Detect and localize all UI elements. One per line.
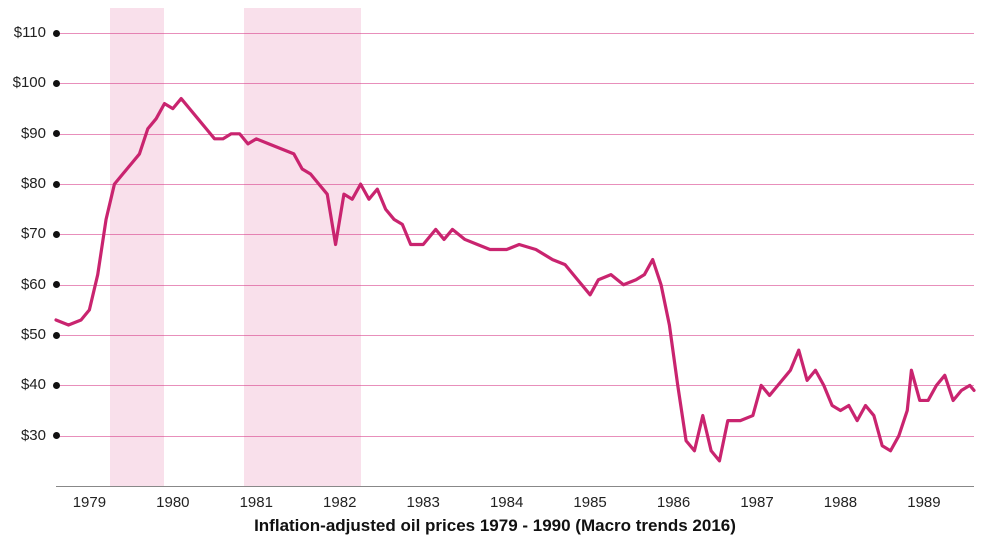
y-axis-label: $100 (13, 74, 46, 91)
y-axis-label: $40 (21, 376, 46, 393)
x-axis-label: 1983 (407, 486, 440, 511)
x-axis-label: 1987 (740, 486, 773, 511)
line-series (56, 8, 974, 486)
x-axis-label: 1986 (657, 486, 690, 511)
y-axis-label: $110 (14, 24, 46, 41)
x-axis-label: 1980 (156, 486, 189, 511)
y-axis-label: $90 (21, 125, 46, 142)
x-axis-label: 1982 (323, 486, 356, 511)
x-axis-label: 1981 (240, 486, 273, 511)
y-axis-label: $80 (21, 175, 46, 192)
y-axis-label: $70 (21, 225, 46, 242)
y-axis-label: $60 (21, 276, 46, 293)
x-axis-label: 1979 (73, 486, 106, 511)
x-axis-label: 1988 (824, 486, 857, 511)
y-axis-label: $30 (21, 427, 46, 444)
plot-area: $30$40$50$60$70$80$90$100$11019791980198… (56, 8, 974, 486)
x-axis-label: 1985 (573, 486, 606, 511)
chart-caption: Inflation-adjusted oil prices 1979 - 199… (0, 516, 990, 536)
x-axis-label: 1989 (907, 486, 940, 511)
oil-price-chart: $30 $40 $50 $60 $70 $80 $90 $100 $110 1979 1980 198… (0, 0, 990, 543)
y-axis-label: $50 (21, 326, 46, 343)
x-axis-label: 1984 (490, 486, 523, 511)
